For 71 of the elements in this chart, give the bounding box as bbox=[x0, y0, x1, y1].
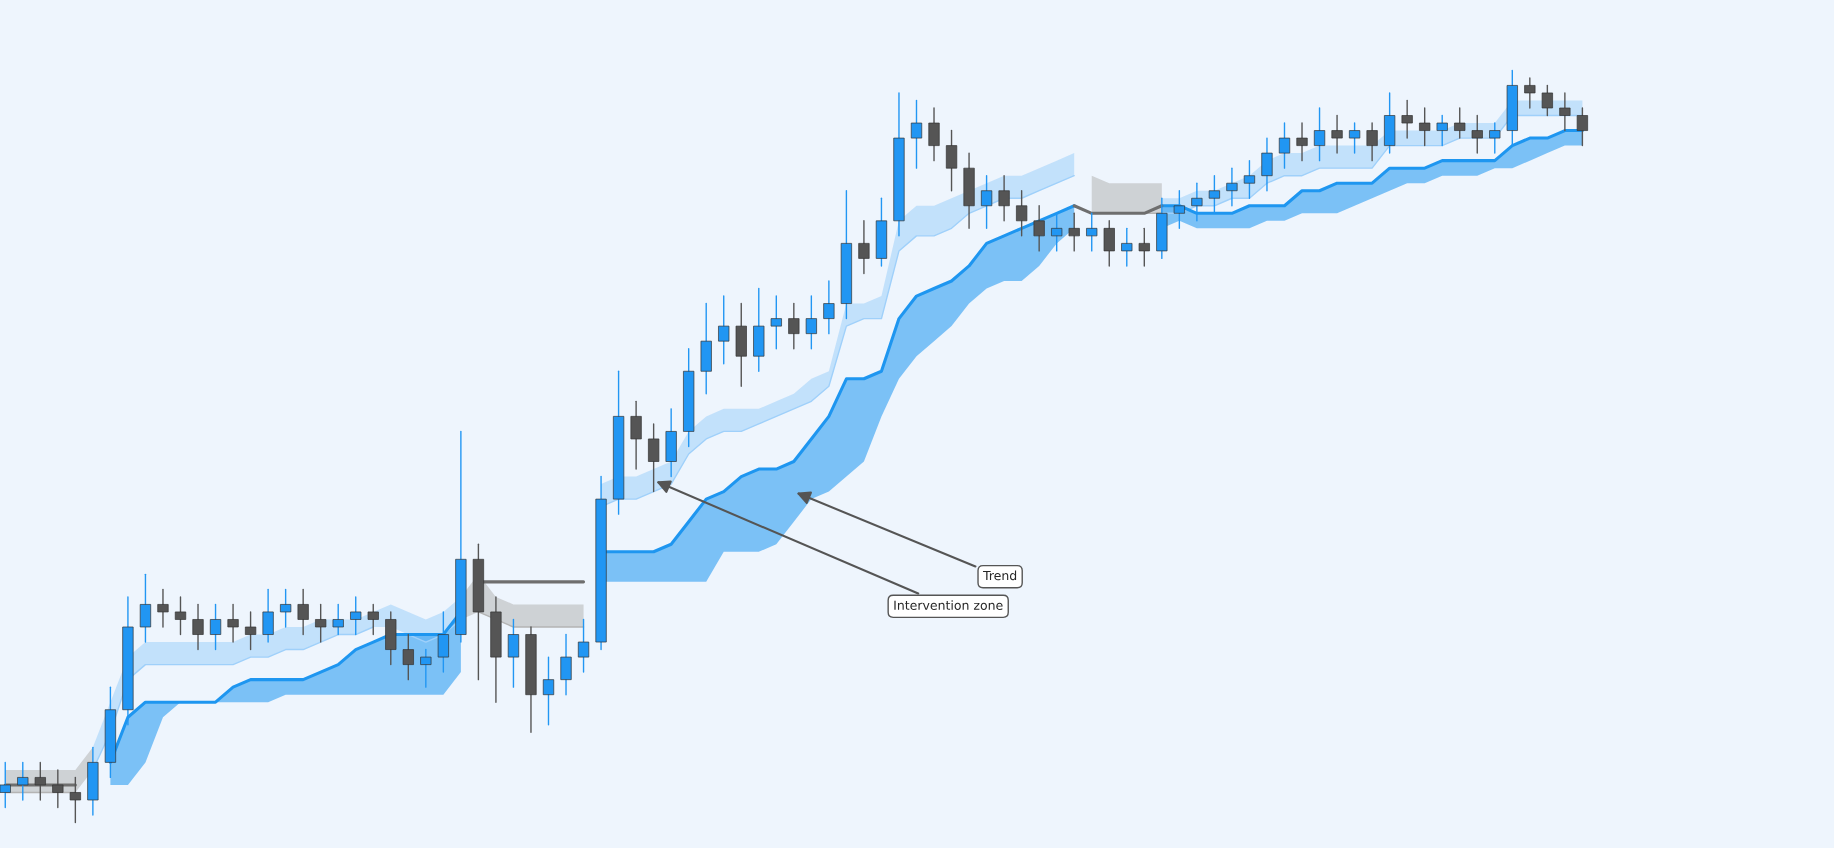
candlestick bbox=[1173, 190, 1185, 230]
candlestick bbox=[437, 611, 449, 673]
candlestick bbox=[1436, 114, 1448, 147]
candlestick bbox=[1103, 220, 1115, 267]
candlestick bbox=[507, 618, 520, 688]
candlestick bbox=[1068, 212, 1080, 252]
candlestick bbox=[52, 769, 64, 809]
annotation: Trend bbox=[982, 570, 1017, 581]
candlestick bbox=[1243, 159, 1256, 199]
candlestick bbox=[367, 603, 379, 636]
candlestick bbox=[1261, 137, 1273, 192]
candlestick bbox=[227, 603, 239, 643]
candlestick bbox=[1033, 205, 1045, 252]
candlestick bbox=[1331, 114, 1343, 154]
candlestick bbox=[858, 220, 870, 275]
candlestick bbox=[1489, 122, 1501, 154]
candlestick bbox=[350, 596, 362, 636]
candlestick bbox=[1313, 107, 1326, 162]
candlestick bbox=[805, 295, 817, 350]
candlestick bbox=[69, 776, 81, 824]
candlestick bbox=[1208, 174, 1220, 214]
candlestick bbox=[1051, 212, 1063, 252]
candlestick bbox=[174, 596, 187, 636]
candlestick bbox=[297, 588, 309, 636]
candlestick bbox=[1576, 107, 1588, 147]
candlestick bbox=[980, 174, 993, 230]
candlestick bbox=[1191, 182, 1203, 222]
candlestick bbox=[1454, 107, 1466, 139]
candlestick bbox=[1121, 227, 1133, 267]
candlestick bbox=[315, 603, 327, 643]
candlestick bbox=[1541, 84, 1553, 117]
candlestick bbox=[718, 295, 730, 365]
candlestick bbox=[788, 302, 800, 350]
candlestick bbox=[280, 588, 292, 628]
candlestick bbox=[17, 761, 29, 801]
candlestick bbox=[1401, 99, 1413, 139]
candlestick bbox=[1086, 212, 1098, 252]
candlestick bbox=[0, 761, 11, 809]
candlestick bbox=[823, 280, 835, 335]
candlestick bbox=[998, 174, 1010, 222]
candlestick bbox=[928, 107, 940, 162]
candlestick bbox=[1016, 190, 1028, 237]
candlestick bbox=[1559, 92, 1571, 132]
candlestick bbox=[945, 129, 958, 192]
candlestick bbox=[332, 603, 344, 636]
candlestick bbox=[244, 611, 257, 651]
candlestick bbox=[1419, 107, 1431, 147]
candlestick bbox=[560, 633, 572, 696]
candlestick bbox=[1296, 122, 1308, 162]
candlestick bbox=[139, 573, 152, 643]
candlestick bbox=[192, 603, 204, 651]
candlestick bbox=[209, 603, 222, 651]
candlestick bbox=[542, 656, 555, 726]
candlestick bbox=[1471, 114, 1483, 154]
candlestick bbox=[1278, 122, 1291, 169]
candlestick bbox=[577, 618, 590, 673]
candlestick bbox=[1348, 122, 1361, 154]
candlestick bbox=[262, 588, 274, 643]
annotation: Intervention zone bbox=[894, 600, 1003, 610]
candlestick bbox=[1226, 167, 1238, 207]
candlestick bbox=[770, 295, 782, 350]
candlestick bbox=[402, 633, 414, 681]
candlestick bbox=[157, 588, 169, 628]
candlestick bbox=[1138, 227, 1150, 267]
candlestick bbox=[420, 648, 432, 688]
candlestick bbox=[630, 400, 642, 470]
candlestick bbox=[648, 423, 660, 493]
candlestick bbox=[1366, 122, 1378, 162]
candlestick bbox=[910, 99, 923, 169]
candlestick bbox=[34, 761, 46, 801]
candlestick bbox=[1524, 77, 1536, 109]
